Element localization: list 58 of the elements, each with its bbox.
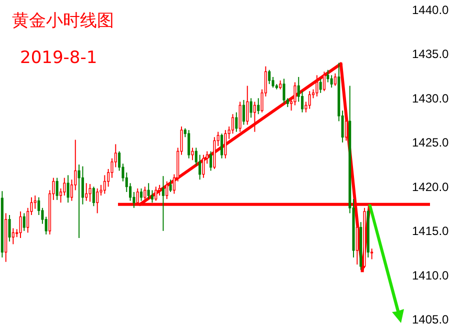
candlestick: [282, 78, 286, 104]
y-tick-label: 1405.0: [412, 312, 450, 327]
candlestick: [78, 164, 80, 238]
y-tick-label: 1440.0: [412, 2, 450, 17]
candlestick: [56, 177, 58, 200]
candlestick: [154, 186, 158, 202]
candlestick: [231, 114, 234, 134]
candlestick: [202, 154, 205, 178]
candlestick: [191, 147, 194, 161]
candlestick: [63, 177, 66, 196]
candlestick: [238, 101, 242, 132]
candlestick: [308, 90, 311, 110]
candlestick: [81, 166, 84, 205]
candlestick: [257, 98, 260, 115]
candlestick: [34, 195, 36, 210]
candlestick: [235, 112, 238, 132]
candlestick: [250, 98, 252, 118]
candlestick: [8, 214, 11, 242]
candlestick: [370, 248, 374, 260]
candlestick: [322, 71, 326, 92]
candlestick: [140, 188, 143, 202]
candlestick: [316, 74, 318, 97]
candlestick: [188, 130, 190, 159]
candlestick: [22, 212, 26, 232]
candlestick: [103, 174, 106, 194]
candlestick: [85, 182, 88, 202]
candlestick: [162, 176, 164, 232]
candlestick: [220, 133, 224, 159]
candlestick: [147, 182, 150, 200]
candlestick: [19, 210, 22, 238]
candlestick: [334, 72, 336, 86]
candlestick: [319, 78, 322, 94]
candlestick: [92, 186, 95, 207]
candlestick: [253, 101, 256, 132]
candlestick: [268, 69, 271, 85]
candlestick: [246, 85, 249, 126]
candlestick: [210, 150, 212, 172]
candlestick: [66, 174, 70, 204]
y-tick-label: 1415.0: [412, 224, 450, 238]
candlestick: [169, 179, 172, 192]
candlestick: [330, 74, 333, 88]
y-tick-label: 1430.0: [412, 91, 450, 106]
y-tick-label: 1410.0: [412, 268, 450, 282]
y-tick-label: 1435.0: [412, 47, 450, 62]
candlestick: [198, 154, 202, 180]
candlestick: [158, 184, 161, 196]
y-tick-label: 1425.0: [412, 136, 450, 150]
text: 2019-8-1: [20, 48, 98, 68]
candlestick: [150, 190, 154, 204]
candlestick: [326, 69, 330, 83]
y-tick-label: 1420.0: [412, 180, 450, 194]
candlestick: [242, 99, 245, 126]
candlestick: [12, 228, 14, 245]
candlestick: [224, 130, 227, 159]
candlestick: [166, 180, 168, 200]
candlestick: [88, 184, 92, 202]
text: 黄金小时线图: [12, 11, 114, 31]
candlestick: [96, 188, 99, 214]
